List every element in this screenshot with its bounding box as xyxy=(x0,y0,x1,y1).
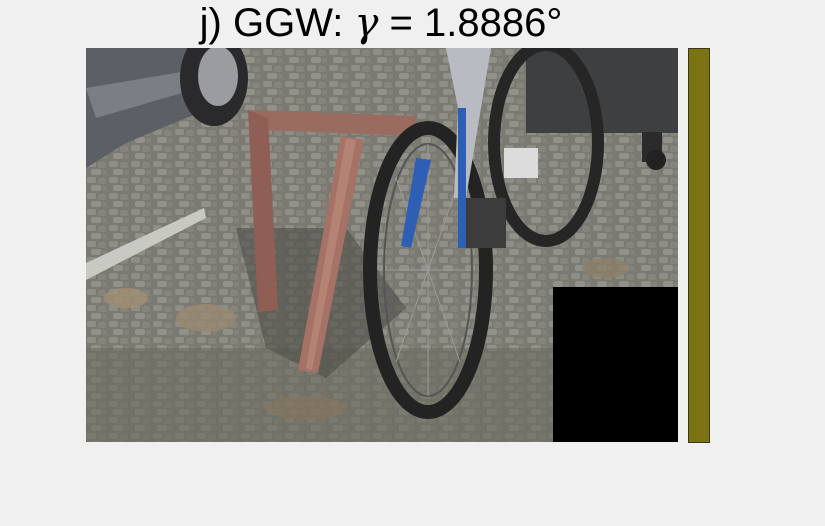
illuminant-color-swatch xyxy=(688,48,710,443)
bike-pedal xyxy=(504,148,538,178)
figure-title: j) GGW: γ = 1.8886° xyxy=(0,0,762,46)
masked-region xyxy=(553,287,678,442)
corrected-photo xyxy=(86,48,678,442)
degree-symbol: ° xyxy=(546,1,562,45)
title-equals: = xyxy=(378,1,424,45)
gamma-symbol: γ xyxy=(354,0,378,46)
bike-crank xyxy=(466,198,506,248)
title-value: 1.8886 xyxy=(424,1,546,45)
title-prefix: j) GGW: xyxy=(200,1,355,45)
